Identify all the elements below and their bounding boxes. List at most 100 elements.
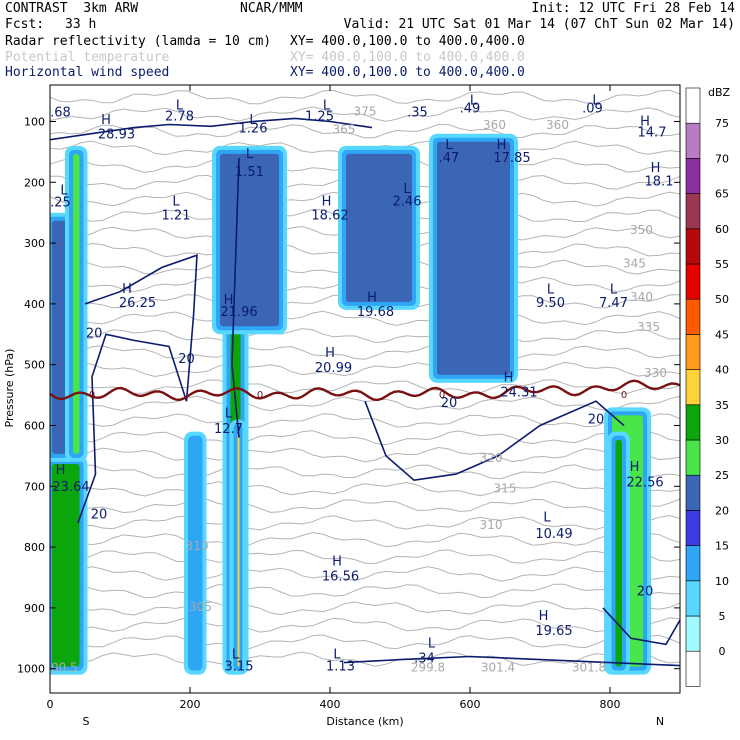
header-center: NCAR/MMM	[240, 1, 303, 16]
y-tick-label: 1000	[17, 663, 45, 676]
wind-label: H	[504, 371, 514, 386]
colorbar-swatch	[685, 228, 701, 265]
wind-label: 18.1	[645, 174, 674, 189]
y-tick-label: 300	[24, 237, 45, 250]
wind-label: 9.50	[536, 296, 565, 311]
header-fcst-label: Fcst:	[5, 17, 45, 32]
wind-label: L	[445, 138, 453, 153]
colorbar-swatch	[685, 650, 701, 687]
wind-label: H	[651, 161, 661, 176]
wind-label: 1.25	[305, 109, 334, 124]
wind-label: L	[225, 407, 233, 422]
wind-label: L	[232, 647, 240, 662]
wind-label: 19.65	[535, 624, 572, 639]
wind-label: 20	[86, 326, 103, 341]
wind-label: H	[322, 194, 332, 209]
theta-contour	[50, 446, 680, 463]
reflectivity-cell	[346, 153, 412, 302]
colorbar-tick-label: 10	[715, 575, 729, 588]
y-tick-label: 900	[24, 602, 45, 615]
wind-label: .68	[50, 106, 71, 121]
reflectivity-cell	[73, 153, 80, 454]
wind-label: 17.85	[493, 151, 530, 166]
wind-label: H	[539, 609, 549, 624]
wind-label: 1.26	[239, 121, 268, 136]
wind-contour	[602, 607, 680, 646]
x-axis-label: Distance (km)	[326, 715, 403, 728]
theta-contour	[50, 395, 680, 412]
wind-label: H	[325, 346, 335, 361]
colorbar-tick-label: 35	[715, 399, 729, 412]
field-wind-xy: XY= 400.0,100.0 to 400.0,400.0	[290, 65, 525, 80]
theta-label: 360	[546, 118, 569, 132]
colorbar-swatch	[685, 439, 701, 476]
theta-label: 330	[644, 366, 667, 380]
reflectivity-cell	[237, 427, 240, 667]
theta-contour	[50, 532, 680, 548]
wind-label: 2.46	[393, 194, 422, 209]
wind-label: .25	[50, 196, 71, 211]
x-tick-label: 200	[180, 698, 201, 711]
colorbar-swatch	[685, 158, 701, 194]
wind-label: H	[497, 138, 507, 153]
wind-label: L	[470, 93, 478, 108]
theta-contour	[50, 498, 680, 514]
header-fcst-value: 33 h	[65, 17, 97, 32]
wind-label: L	[172, 194, 180, 209]
wind-label: H	[56, 463, 66, 478]
wind-label: .47	[439, 151, 460, 166]
wind-label: H	[640, 115, 650, 130]
wind-label: 3.15	[225, 660, 254, 675]
colorbar-swatch	[685, 298, 701, 335]
wind-label: L	[428, 636, 436, 651]
wind-contour	[343, 655, 680, 667]
wind-label: 10.49	[535, 527, 572, 542]
colorbar-swatch	[685, 87, 701, 124]
wind-label: L	[249, 113, 257, 128]
wind-label: H	[101, 113, 111, 128]
wind-label: L	[543, 511, 551, 526]
wind-contour	[77, 254, 198, 524]
colorbar-swatch	[685, 404, 701, 441]
reflectivity-cell	[192, 439, 199, 667]
theta-contour	[50, 515, 680, 531]
theta-contour	[50, 89, 680, 105]
theta-contour	[50, 464, 680, 480]
wind-label: .49	[460, 101, 481, 116]
wind-label: 24.31	[500, 385, 537, 400]
colorbar-tick-label: 55	[715, 258, 729, 271]
y-tick-label: 200	[24, 176, 45, 189]
colorbar: 0 5 10 15 20 25 30 35 40 45 50 55 60 65 70 75	[685, 87, 729, 687]
reflectivity-cell	[52, 463, 80, 667]
theta-label: 301.4	[481, 661, 515, 675]
colorbar-swatch	[685, 510, 701, 546]
y-tick-label: 400	[24, 298, 45, 311]
wind-label: L	[176, 98, 184, 113]
colorbar-tick-label: 15	[715, 540, 729, 553]
colorbar-tick-label: 20	[715, 504, 729, 517]
reflectivity-cell	[615, 439, 622, 667]
theta-label: 310	[186, 539, 209, 553]
theta-label: 315	[494, 481, 517, 495]
theta-contour	[50, 600, 680, 616]
theta-contour	[50, 379, 680, 394]
theta-label: 300.5	[43, 661, 77, 675]
wind-label: H	[122, 282, 132, 297]
colorbar-tick-label: 40	[715, 364, 729, 377]
theta-contour	[50, 583, 680, 599]
freezing-level-label: 0	[621, 390, 627, 401]
field-reflectivity-name: Radar reflectivity (lamda = 10 cm)	[5, 34, 272, 49]
x-tick-label: 400	[320, 698, 341, 711]
wind-label: H	[332, 554, 342, 569]
theta-contour	[50, 549, 680, 565]
colorbar-units: dBZ	[708, 86, 731, 99]
wind-label: 23.64	[52, 480, 89, 495]
colorbar-tick-label: 30	[715, 434, 729, 447]
colorbar-swatch	[685, 193, 701, 230]
reflectivity-cell	[437, 141, 510, 375]
colorbar-swatch	[685, 474, 701, 511]
wind-label: L	[246, 147, 254, 162]
colorbar-tick-label: 75	[715, 117, 729, 130]
colorbar-swatch	[685, 580, 701, 617]
y-tick-label: 700	[24, 480, 45, 493]
